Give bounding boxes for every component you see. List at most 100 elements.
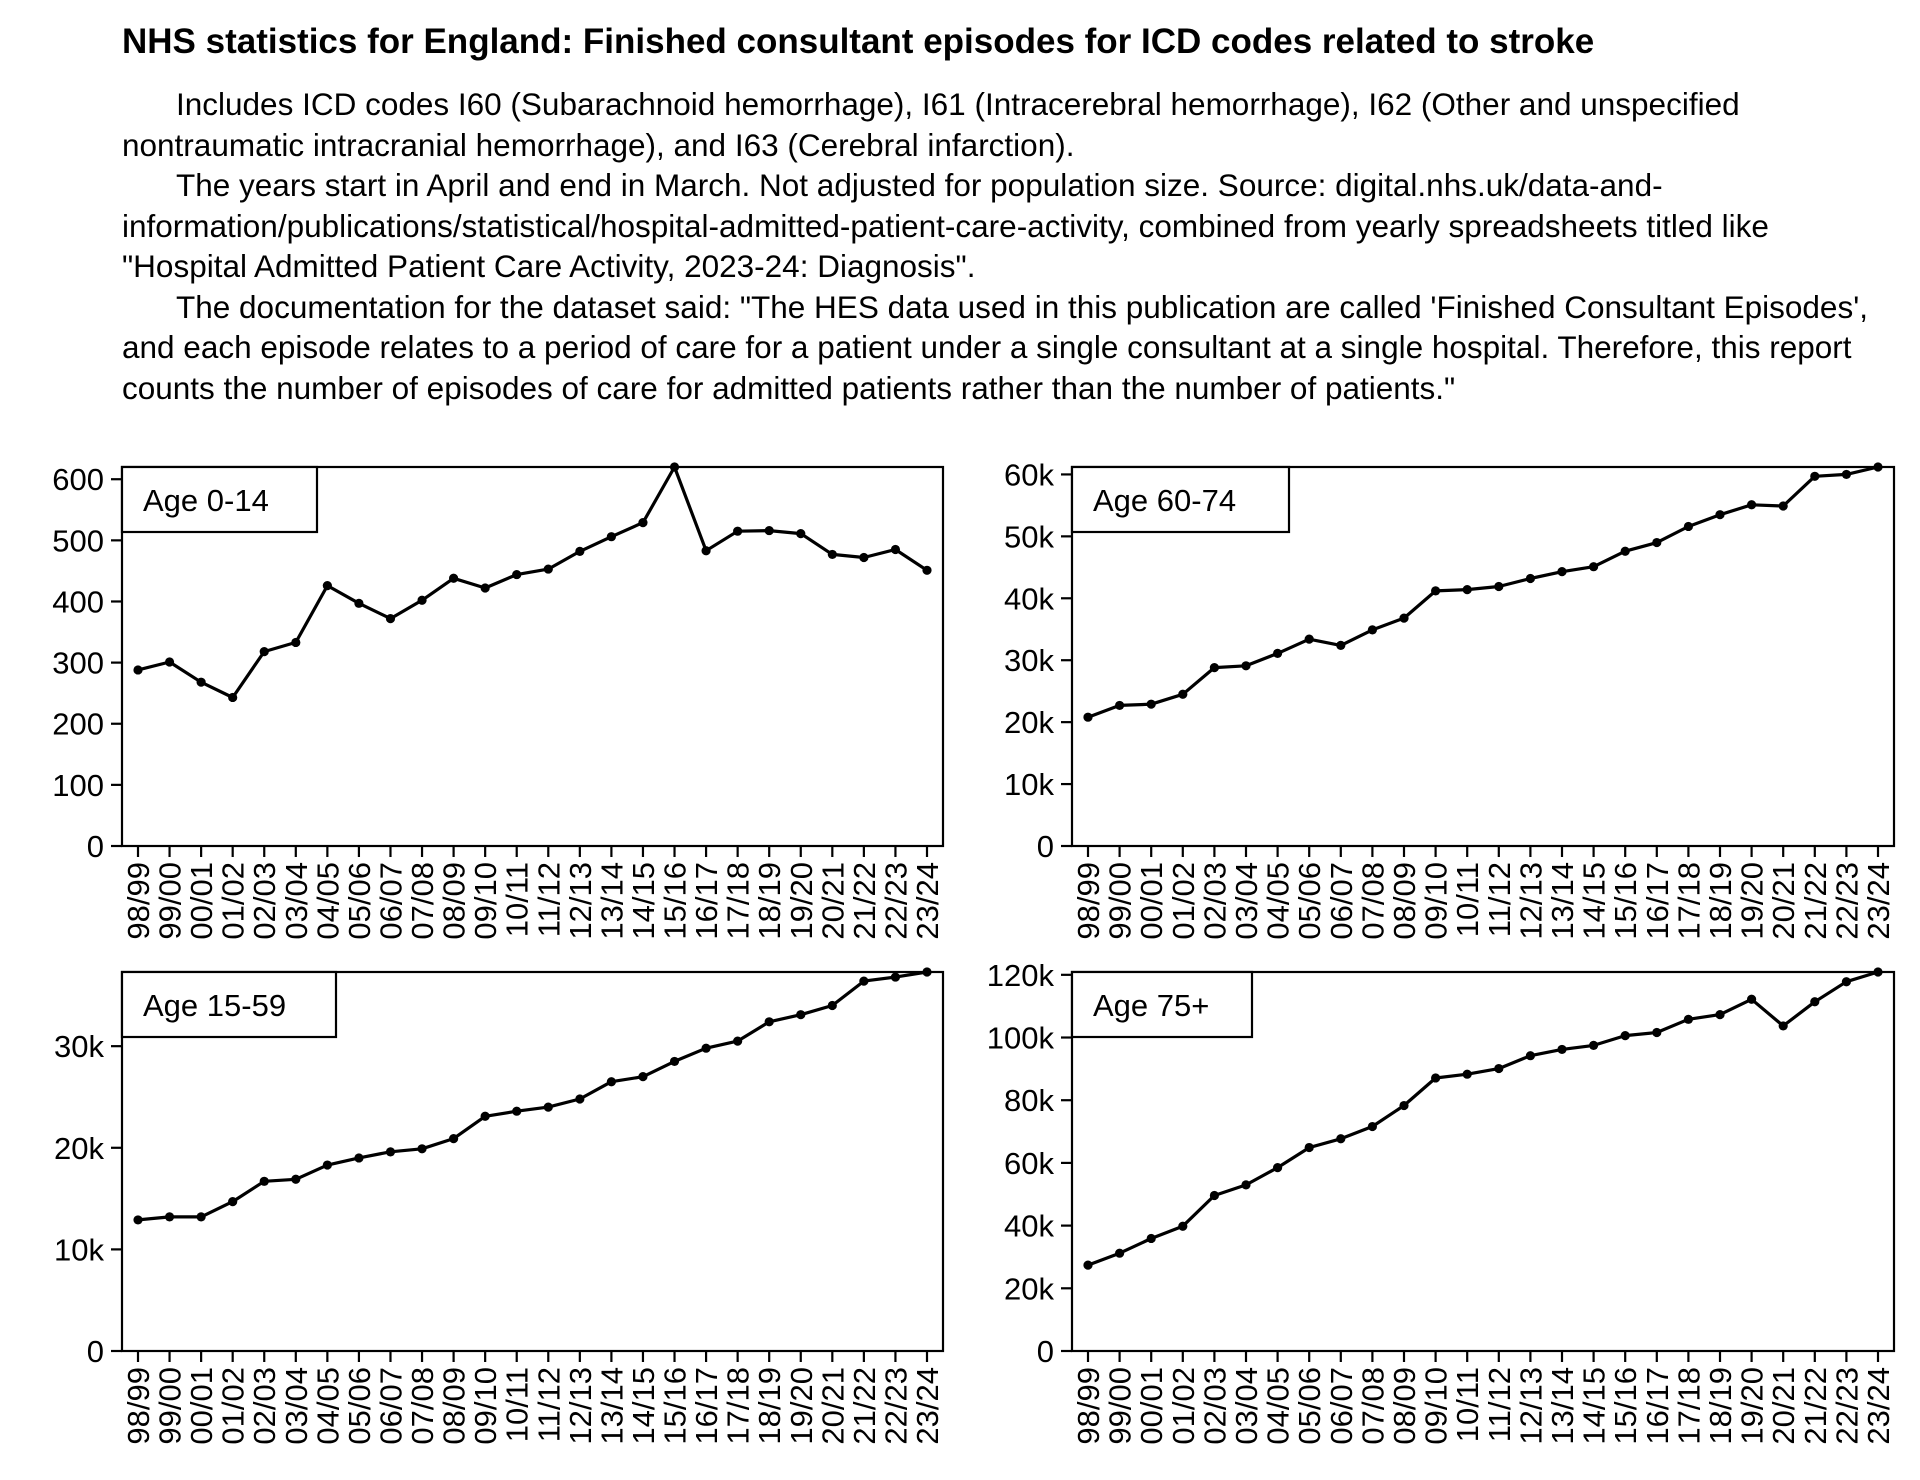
legend-box-age-0-14 — [120, 465, 319, 534]
x-tick-label-age-75-plus: 98/99 — [1071, 1367, 1106, 1445]
series-line-age-75-plus — [1086, 970, 1880, 1267]
data-point-age-0-14 — [449, 573, 459, 583]
x-tick-label-age-75-plus: 02/03 — [1197, 1367, 1232, 1445]
x-tick-label-age-15-59: 06/07 — [373, 1367, 408, 1445]
y-tick-label-age-15-59: 0 — [87, 1334, 104, 1369]
x-tick-label-age-0-14: 02/03 — [247, 862, 282, 940]
y-tick-label-age-75-plus: 80k — [1004, 1083, 1054, 1118]
x-tick-label-age-60-74: 17/18 — [1671, 862, 1706, 940]
x-tick-label-age-60-74: 99/00 — [1103, 862, 1138, 940]
x-tick-label-age-60-74: 16/17 — [1640, 862, 1675, 940]
x-tick-label-age-0-14: 14/15 — [626, 862, 661, 940]
x-tick-label-age-15-59: 20/21 — [815, 1367, 850, 1445]
x-tick-label-age-0-14: 03/04 — [279, 862, 314, 940]
x-tick-label-age-60-74: 10/11 — [1450, 862, 1485, 937]
data-point-age-60-74 — [1841, 469, 1851, 480]
chart-panel-age-60-74: 010k20k30k40k50k60k98/9999/0000/0101/020… — [1004, 457, 1896, 940]
data-point-age-75-plus — [1589, 1040, 1599, 1050]
data-point-age-75-plus — [1494, 1063, 1504, 1074]
x-tick-label-age-75-plus: 01/02 — [1166, 1367, 1201, 1445]
x-tick-label-age-15-59: 02/03 — [247, 1367, 282, 1445]
data-point-age-75-plus — [1715, 1010, 1725, 1020]
x-tick-label-age-75-plus: 07/08 — [1355, 1367, 1390, 1445]
y-tick-label-age-0-14: 600 — [52, 462, 104, 497]
x-tick-label-age-15-59: 00/01 — [184, 1367, 219, 1445]
x-tick-label-age-60-74: 03/04 — [1229, 862, 1264, 940]
y-tick-label-age-75-plus: 0 — [1037, 1334, 1054, 1369]
data-point-age-60-74 — [1304, 634, 1314, 644]
data-point-age-60-74 — [1652, 537, 1662, 548]
data-point-age-0-14 — [322, 580, 332, 591]
data-point-age-60-74 — [1525, 573, 1535, 584]
x-tick-label-age-60-74: 00/01 — [1134, 862, 1169, 940]
x-tick-label-age-75-plus: 08/09 — [1387, 1367, 1422, 1445]
data-point-age-15-59 — [480, 1111, 490, 1121]
x-tick-label-age-0-14: 13/14 — [594, 862, 629, 940]
data-point-age-75-plus — [1273, 1163, 1283, 1173]
data-point-age-0-14 — [575, 546, 585, 556]
series-line-age-0-14 — [136, 465, 929, 700]
data-point-age-0-14 — [859, 552, 869, 563]
chart-panel-age-0-14: 010020030040050060098/9999/0000/0101/020… — [52, 462, 945, 940]
data-point-age-60-74 — [1589, 562, 1599, 572]
description-paragraph-icd-codes: Includes ICD codes I60 (Subarachnoid hem… — [122, 86, 1740, 163]
data-point-age-60-74 — [1494, 581, 1504, 592]
legend-label-age-60-74: Age 60-74 — [1093, 483, 1236, 518]
x-tick-label-age-0-14: 15/16 — [658, 862, 693, 940]
x-tick-label-age-15-59: 08/09 — [437, 1367, 472, 1445]
legend-label-age-0-14: Age 0-14 — [143, 483, 269, 518]
x-tick-label-age-0-14: 12/13 — [563, 862, 598, 940]
x-tick-label-age-60-74: 13/14 — [1545, 862, 1580, 940]
data-point-age-0-14 — [480, 583, 490, 593]
data-point-age-0-14 — [701, 546, 711, 556]
x-tick-label-age-0-14: 01/02 — [216, 862, 251, 940]
data-point-age-75-plus — [1399, 1100, 1409, 1111]
data-point-age-0-14 — [228, 692, 238, 703]
data-point-age-15-59 — [417, 1144, 427, 1154]
x-tick-label-age-75-plus: 10/11 — [1450, 1367, 1485, 1442]
x-tick-label-age-15-59: 05/06 — [342, 1367, 377, 1445]
y-tick-label-age-75-plus: 60k — [1004, 1146, 1054, 1181]
data-point-age-75-plus — [1652, 1027, 1662, 1038]
x-tick-label-age-15-59: 07/08 — [405, 1367, 440, 1445]
data-point-age-15-59 — [259, 1176, 269, 1186]
x-tick-label-age-60-74: 07/08 — [1355, 862, 1390, 940]
legend-label-age-75-plus: Age 75+ — [1093, 988, 1209, 1023]
x-tick-label-age-60-74: 14/15 — [1577, 862, 1612, 940]
data-point-age-75-plus — [1525, 1051, 1535, 1061]
x-tick-label-age-60-74: 06/07 — [1324, 862, 1359, 940]
x-tick-label-age-75-plus: 09/10 — [1419, 1367, 1454, 1445]
y-tick-label-age-15-59: 20k — [54, 1131, 104, 1166]
legend-box-age-15-59 — [120, 970, 338, 1039]
data-point-age-60-74 — [1178, 689, 1188, 699]
x-tick-label-age-15-59: 16/17 — [689, 1367, 724, 1445]
data-point-age-0-14 — [733, 526, 743, 536]
y-tick-label-age-60-74: 60k — [1004, 457, 1054, 492]
x-tick-label-age-15-59: 22/23 — [878, 1367, 913, 1445]
x-tick-label-age-75-plus: 11/12 — [1482, 1367, 1517, 1442]
x-tick-label-age-60-74: 15/16 — [1608, 862, 1643, 940]
data-point-age-15-59 — [133, 1215, 143, 1225]
x-tick-label-age-60-74: 04/05 — [1261, 862, 1296, 940]
y-tick-label-age-0-14: 200 — [52, 707, 104, 742]
x-tick-label-age-0-14: 06/07 — [373, 862, 408, 940]
x-tick-label-age-15-59: 21/22 — [847, 1367, 882, 1445]
y-tick-label-age-60-74: 30k — [1004, 643, 1054, 678]
x-tick-label-age-0-14: 98/99 — [121, 862, 156, 940]
data-point-age-60-74 — [1209, 663, 1219, 673]
y-tick-label-age-60-74: 40k — [1004, 581, 1054, 616]
data-point-age-60-74 — [1683, 521, 1693, 532]
legend-box-age-75-plus — [1070, 970, 1254, 1039]
y-tick-label-age-0-14: 400 — [52, 584, 104, 619]
data-point-age-15-59 — [196, 1212, 206, 1222]
x-tick-label-age-75-plus: 14/15 — [1577, 1367, 1612, 1445]
x-tick-label-age-15-59: 15/16 — [658, 1367, 693, 1445]
x-tick-label-age-15-59: 13/14 — [594, 1367, 629, 1445]
data-point-age-15-59 — [164, 1212, 175, 1222]
data-point-age-15-59 — [512, 1106, 522, 1116]
x-tick-label-age-75-plus: 21/22 — [1798, 1367, 1833, 1445]
x-tick-label-age-15-59: 18/19 — [752, 1367, 787, 1445]
data-point-age-75-plus — [1873, 967, 1883, 977]
data-point-age-0-14 — [512, 569, 522, 580]
legend-label-age-15-59: Age 15-59 — [143, 988, 286, 1023]
